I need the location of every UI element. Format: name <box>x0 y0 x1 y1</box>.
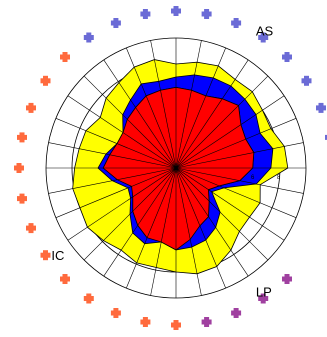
spoke-marker-28 <box>60 52 70 62</box>
spoke-9 <box>175 167 304 194</box>
spoke-11 <box>175 167 285 241</box>
radar-labels: AS LP IC 6 8 <box>51 23 281 299</box>
spoke-marker-12 <box>282 274 292 284</box>
spoke-18 <box>126 167 177 289</box>
spoke-marker-31 <box>140 9 151 19</box>
spoke-marker-23 <box>17 193 27 204</box>
spoke-31 <box>150 40 177 169</box>
spoke-marker-16 <box>171 320 181 330</box>
spoke-26 <box>55 118 177 169</box>
spoke-22 <box>55 167 177 218</box>
spoke-21 <box>67 167 177 241</box>
segment-label-ic: IC <box>51 248 64 263</box>
spoke-7 <box>175 142 304 169</box>
spoke-marker-29 <box>83 32 94 43</box>
spoke-marker-0 <box>171 6 181 16</box>
spoke-marker-4 <box>282 52 292 62</box>
spoke-2 <box>175 47 226 169</box>
spoke-15 <box>175 167 202 296</box>
spoke-20 <box>83 167 177 261</box>
spoke-30 <box>126 47 177 169</box>
segment-label-lp: LP <box>256 285 272 300</box>
spoke-27 <box>67 95 177 169</box>
spoke-marker-14 <box>231 308 242 318</box>
spoke-marker-26 <box>26 102 36 113</box>
spoke-17 <box>150 167 177 296</box>
spoke-marker-5 <box>301 75 312 86</box>
spoke-marker-17 <box>140 317 151 327</box>
spoke-markers <box>14 6 327 330</box>
spoke-marker-25 <box>17 132 27 143</box>
spoke-marker-27 <box>40 75 51 86</box>
spoke-29 <box>103 59 177 169</box>
spoke-12 <box>175 167 269 261</box>
spoke-marker-7 <box>325 134 327 140</box>
spoke-marker-20 <box>60 274 70 284</box>
spoke-28 <box>83 75 177 169</box>
spoke-marker-30 <box>110 18 121 28</box>
spoke-marker-2 <box>231 18 242 28</box>
spoke-19 <box>103 167 177 277</box>
spoke-25 <box>48 142 177 169</box>
spoke-marker-3 <box>258 32 269 43</box>
spoke-6 <box>175 118 297 169</box>
spoke-marker-1 <box>201 9 212 19</box>
spoke-marker-13 <box>258 293 269 304</box>
spoke-1 <box>175 40 202 169</box>
spoke-4 <box>175 75 269 169</box>
spoke-marker-18 <box>110 308 121 318</box>
spoke-14 <box>175 167 226 289</box>
spoke-marker-19 <box>83 293 94 304</box>
spoke-marker-21 <box>40 250 51 261</box>
spoke-marker-24 <box>14 163 24 173</box>
radar-spokes <box>46 38 306 298</box>
spoke-10 <box>175 167 297 218</box>
spoke-marker-6 <box>316 102 326 113</box>
spoke-23 <box>48 167 177 194</box>
spoke-marker-22 <box>26 223 36 234</box>
spoke-13 <box>175 167 249 277</box>
spoke-marker-15 <box>201 317 212 327</box>
axis-tick-label: 8 <box>277 175 281 181</box>
spoke-5 <box>175 95 285 169</box>
segment-label-as: AS <box>256 23 274 38</box>
axis-tick-label: 6 <box>251 175 255 181</box>
spoke-3 <box>175 59 249 169</box>
